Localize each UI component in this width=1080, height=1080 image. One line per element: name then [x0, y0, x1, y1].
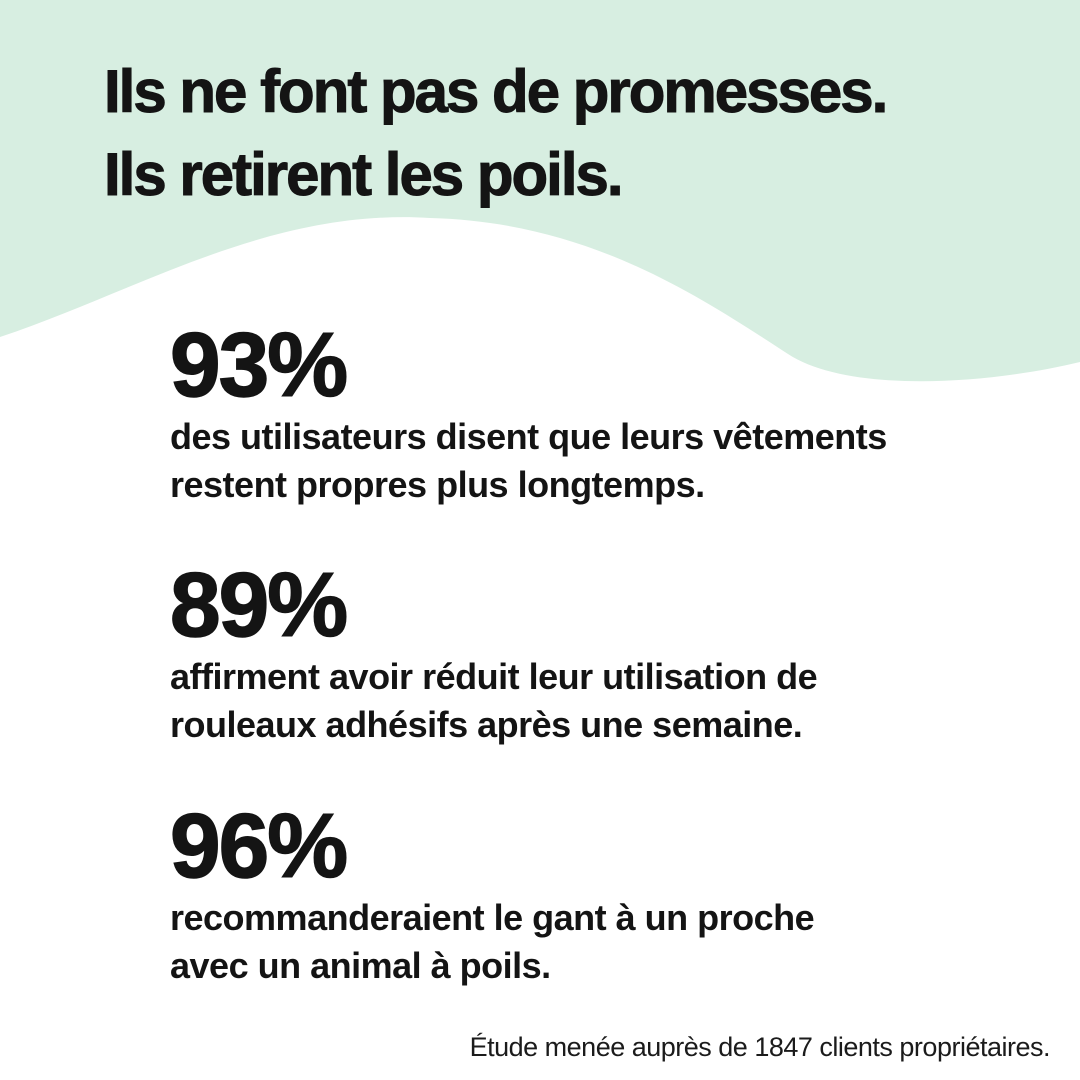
headline: Ils ne font pas de promesses. Ils retire…: [103, 50, 888, 216]
stat-description-1: des utilisateurs disent que leurs vêteme…: [170, 413, 887, 509]
stat-description-3-line-2: avec un animal à poils.: [170, 945, 551, 986]
wave-background: [0, 0, 1080, 382]
stat-block-3: 96% recommanderaient le gant à un proche…: [169, 796, 815, 990]
study-footnote: Étude menée auprès de 1847 clients propr…: [469, 1032, 1051, 1062]
stat-description-2-line-1: affirment avoir réduit leur utilisation …: [170, 656, 818, 697]
stat-block-1: 93% des utilisateurs disent que leurs vê…: [169, 315, 887, 509]
stat-description-2-line-2: rouleaux adhésifs après une semaine.: [170, 704, 803, 745]
stat-block-2: 89% affirment avoir réduit leur utilisat…: [169, 555, 818, 749]
stat-description-1-line-2: restent propres plus longtemps.: [170, 464, 705, 505]
stat-value-2: 89%: [169, 555, 349, 656]
wave-shape: [0, 0, 1080, 382]
headline-line-2: Ils retirent les poils.: [103, 141, 624, 209]
headline-line-1: Ils ne font pas de promesses.: [103, 58, 888, 126]
stat-description-1-line-1: des utilisateurs disent que leurs vêteme…: [170, 416, 887, 457]
stat-value-1: 93%: [169, 315, 349, 416]
stat-description-2: affirment avoir réduit leur utilisation …: [170, 653, 818, 749]
stat-description-3-line-1: recommanderaient le gant à un proche: [170, 897, 815, 938]
stat-value-3: 96%: [169, 796, 349, 897]
stat-description-3: recommanderaient le gant à un proche ave…: [170, 894, 815, 990]
